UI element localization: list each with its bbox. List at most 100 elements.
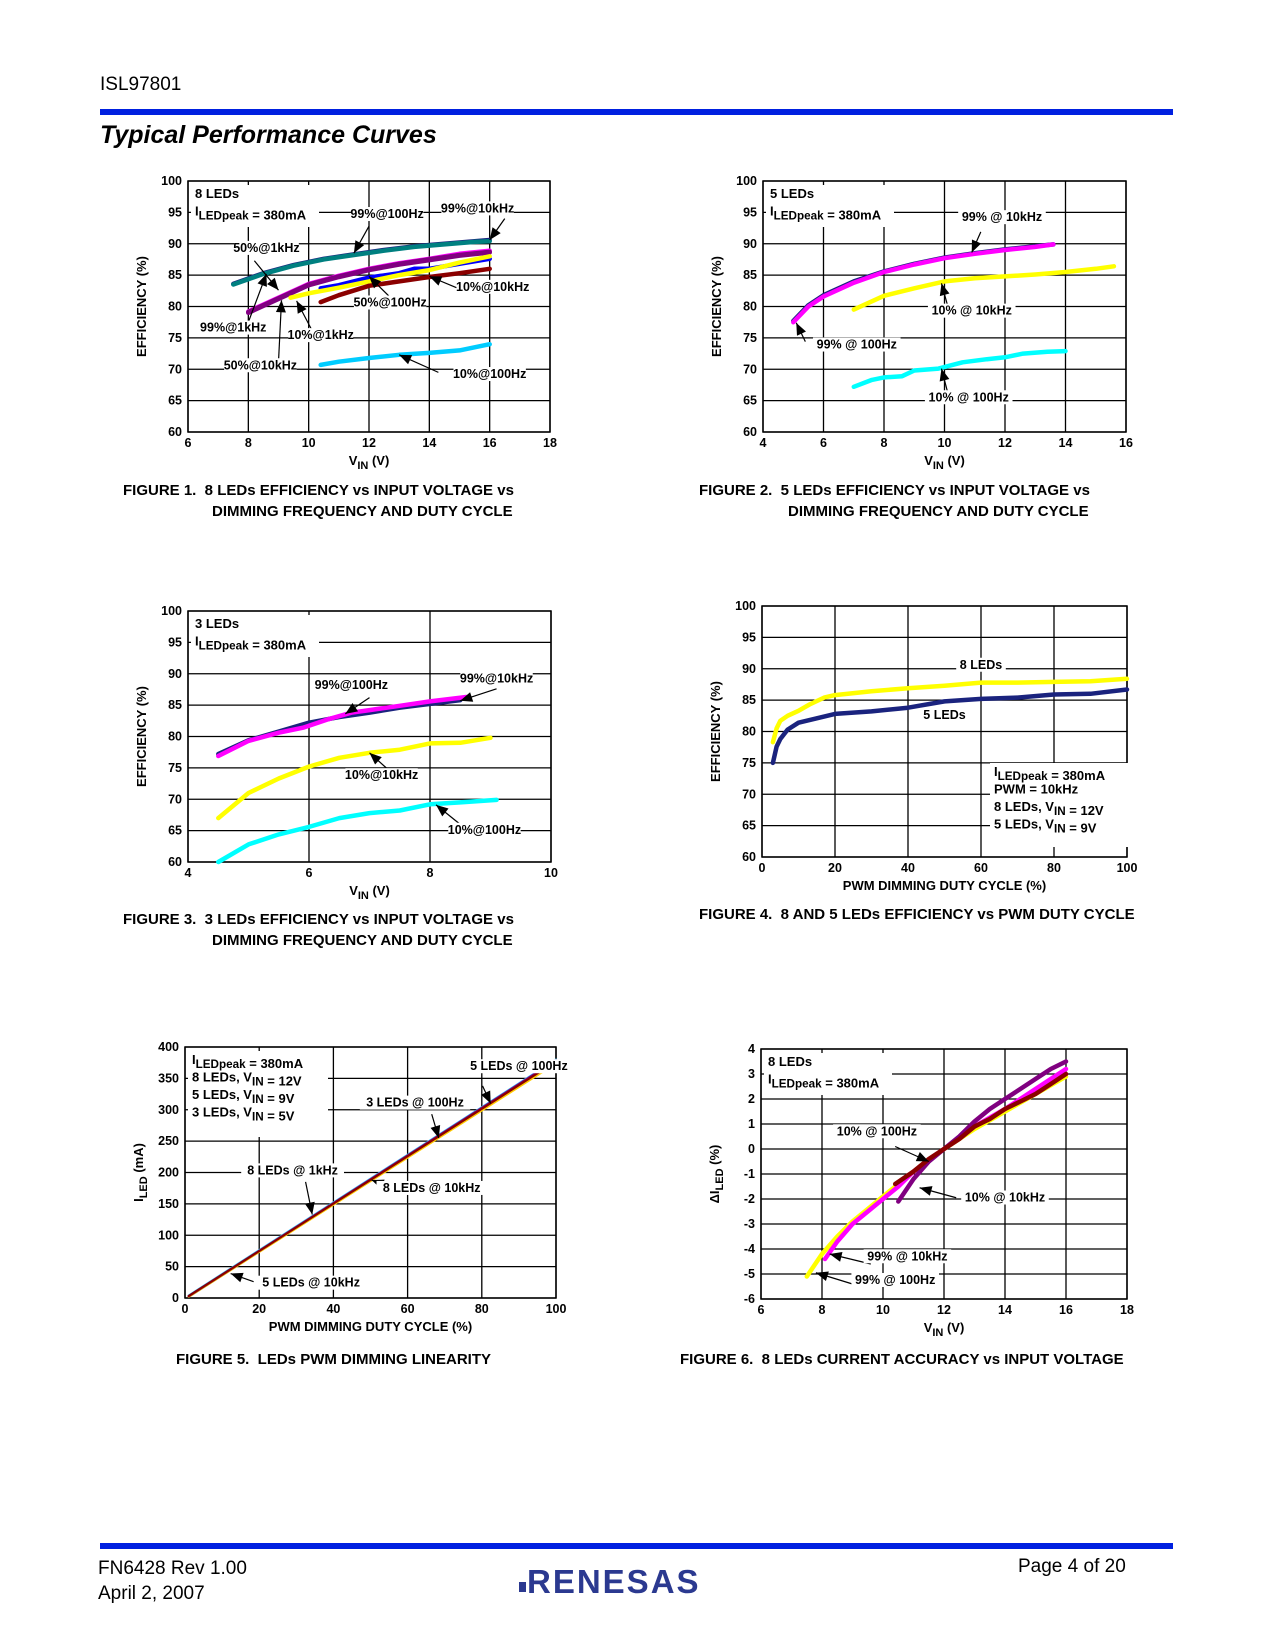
annotation-label: 50%@100Hz bbox=[353, 296, 426, 310]
arrowhead-icon bbox=[296, 300, 307, 314]
y-tick-label: 70 bbox=[168, 792, 182, 806]
plot-frame bbox=[761, 605, 1128, 858]
arrowhead-icon bbox=[829, 1251, 843, 1262]
x-axis-label: VIN (V) bbox=[924, 453, 965, 472]
annotation-bg bbox=[448, 822, 521, 837]
annotation-label: 10% @ 10kHz bbox=[965, 1191, 1045, 1205]
annotation-bg bbox=[255, 1275, 367, 1290]
inset-text: 3 LEDs, VIN = 5V bbox=[192, 1105, 295, 1124]
y-tick-label: 60 bbox=[168, 855, 182, 869]
inset-box bbox=[990, 763, 1130, 847]
y-tick-label: 250 bbox=[158, 1134, 179, 1148]
y-tick-label: 85 bbox=[168, 698, 182, 712]
annotation-label: 8 LEDs @ 10kHz bbox=[383, 1181, 481, 1195]
series-line-10-10khz bbox=[896, 1059, 1069, 1204]
x-tick-label: 40 bbox=[326, 1302, 340, 1316]
inset-text: 8 LEDs, VIN = 12V bbox=[994, 799, 1104, 818]
x-tick-label: 4 bbox=[185, 866, 192, 880]
inset-text: 5 LEDs, VIN = 9V bbox=[994, 817, 1097, 836]
y-tick-label: -6 bbox=[744, 1292, 755, 1306]
annotation-bg bbox=[463, 1059, 575, 1074]
annotation-label: 99%@100Hz bbox=[315, 678, 388, 692]
inset-text: 8 LEDs, VIN = 12V bbox=[192, 1070, 302, 1089]
y-axis-label: EFFICIENCY (%) bbox=[708, 681, 723, 782]
x-tick-label: 16 bbox=[1119, 436, 1133, 450]
figure-2-chart: 4 6 8 10 12 14 16 60 65 70 75 80 85 90 95 100 99% @ 10kH… bbox=[683, 101, 1206, 512]
series-line-10-10khz bbox=[851, 264, 1117, 312]
y-tick-label: 90 bbox=[168, 237, 182, 251]
inset-text: ILEDpeak = 380mA bbox=[195, 204, 307, 223]
arrowhead-icon bbox=[436, 804, 449, 817]
annotation-label: 8 LEDs bbox=[960, 658, 1002, 672]
y-tick-label: 150 bbox=[158, 1197, 179, 1211]
annotation-bg bbox=[919, 707, 970, 722]
annotation-label: 99%@10kHz bbox=[460, 672, 533, 686]
series-line-99-100hz bbox=[791, 242, 1056, 325]
y-tick-label: 65 bbox=[168, 394, 182, 408]
annotation-bg bbox=[350, 207, 424, 222]
annotation-label: 99%@10kHz bbox=[441, 201, 514, 215]
y-tick-label: 85 bbox=[168, 268, 182, 282]
x-tick-label: 40 bbox=[901, 861, 915, 875]
x-axis-label: VIN (V) bbox=[349, 883, 390, 902]
plot-frame bbox=[187, 610, 552, 863]
x-tick-label: 8 bbox=[881, 436, 888, 450]
x-tick-label: 60 bbox=[401, 1302, 415, 1316]
plot-frame bbox=[760, 1048, 1128, 1300]
arrowhead-icon bbox=[489, 227, 501, 240]
annotation-label: 5 LEDs bbox=[923, 708, 965, 722]
arrowhead-icon bbox=[257, 273, 267, 287]
x-tick-label: 20 bbox=[252, 1302, 266, 1316]
logo-text: RENESAS bbox=[527, 1563, 701, 1600]
y-tick-label: -2 bbox=[744, 1192, 755, 1206]
figure-3-chart: 4 6 8 10 60 65 70 75 80 85 90 95 100 99%@100Hz 99%@10k… bbox=[108, 531, 631, 942]
y-tick-label: 95 bbox=[743, 205, 757, 219]
series-line-10-100hz bbox=[892, 1071, 1069, 1187]
plot-frame bbox=[184, 1046, 557, 1299]
inset-text: ILEDpeak = 380mA bbox=[768, 1072, 880, 1091]
arrowhead-icon bbox=[430, 1125, 441, 1138]
series-line-10-100hz bbox=[851, 348, 1068, 390]
y-tick-label: 60 bbox=[743, 425, 757, 439]
x-tick-label: 10 bbox=[544, 866, 558, 880]
inset-text: 5 LEDs bbox=[770, 186, 814, 201]
annotation-bg bbox=[958, 210, 1046, 225]
annotation-label: 99% @ 10kHz bbox=[962, 210, 1042, 224]
arrowhead-icon bbox=[919, 1186, 933, 1196]
annotation-bg bbox=[961, 1190, 1049, 1205]
annotation-label: 10% @ 100Hz bbox=[837, 1124, 917, 1138]
x-tick-label: 8 bbox=[819, 1303, 826, 1317]
y-tick-label: -5 bbox=[744, 1267, 755, 1281]
annotation-label: 10%@1kHz bbox=[288, 328, 354, 342]
annotation-label: 10%@100Hz bbox=[453, 367, 526, 381]
annotation-bg bbox=[241, 1163, 344, 1178]
document-id: ISL97801 bbox=[100, 74, 182, 95]
page-number: Page 4 of 20 bbox=[1018, 1556, 1126, 1577]
footer-rule bbox=[100, 1543, 1173, 1549]
arrowhead-icon bbox=[275, 300, 286, 313]
annotation-label: 10%@10kHz bbox=[345, 768, 418, 782]
x-tick-label: 20 bbox=[828, 861, 842, 875]
y-tick-label: 70 bbox=[168, 362, 182, 376]
plot-frame bbox=[762, 180, 1127, 433]
x-axis-label: PWM DIMMING DUTY CYCLE (%) bbox=[843, 878, 1046, 893]
arrowhead-icon bbox=[369, 276, 382, 289]
y-tick-label: -4 bbox=[744, 1242, 755, 1256]
series-line-10-10khz bbox=[216, 735, 493, 821]
y-tick-label: 4 bbox=[748, 1042, 755, 1056]
inset-box bbox=[766, 185, 894, 227]
annotation-bg bbox=[812, 337, 901, 352]
annotation-bg bbox=[833, 1124, 921, 1139]
x-tick-label: 18 bbox=[543, 436, 557, 450]
x-tick-label: 80 bbox=[475, 1302, 489, 1316]
figure-6-caption: FIGURE 6. 8 LEDs CURRENT ACCURACY vs INP… bbox=[680, 1351, 1124, 1368]
y-tick-label: 2 bbox=[748, 1092, 755, 1106]
inset-text: 5 LEDs, VIN = 9V bbox=[192, 1087, 295, 1106]
figure-5-chart: 0 20 40 60 80 100 0 50 100 150 200 250 300 350 400 5 LE… bbox=[105, 967, 636, 1378]
y-tick-label: 75 bbox=[742, 756, 756, 770]
x-tick-label: 6 bbox=[306, 866, 313, 880]
x-tick-label: 8 bbox=[427, 866, 434, 880]
y-tick-label: 90 bbox=[742, 662, 756, 676]
y-tick-label: 65 bbox=[743, 394, 757, 408]
annotation-bg bbox=[460, 671, 533, 686]
